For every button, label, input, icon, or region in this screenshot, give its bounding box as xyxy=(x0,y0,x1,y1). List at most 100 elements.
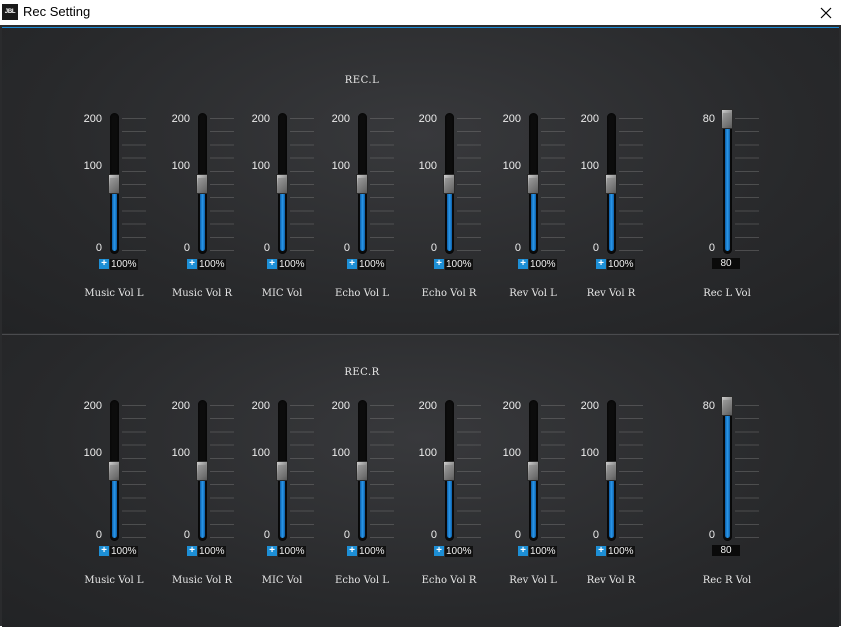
slider-fill xyxy=(531,470,536,538)
slider-track[interactable] xyxy=(723,400,732,541)
slider-thumb[interactable] xyxy=(356,461,368,481)
percent-readout: +100% xyxy=(267,545,306,557)
channel-slider[interactable]: 200 100 0 +100% Echo Vol L xyxy=(322,112,402,312)
plus-icon[interactable]: + xyxy=(596,259,606,269)
slider-fill xyxy=(200,183,205,251)
slider-fill xyxy=(360,470,365,538)
slider-thumb[interactable] xyxy=(276,461,288,481)
slider-thumb[interactable] xyxy=(605,461,617,481)
master-volume-slider[interactable]: 80 0 80 Rec L Vol xyxy=(687,109,767,312)
channel-slider[interactable]: 200 100 0 +100% Echo Vol R xyxy=(409,399,489,599)
percent-value: 100% xyxy=(529,545,557,557)
percent-value: 100% xyxy=(607,545,635,557)
plus-icon[interactable]: + xyxy=(347,259,357,269)
channel-slider[interactable]: 200 100 0 +100% Music Vol L xyxy=(74,112,154,312)
slider-thumb[interactable] xyxy=(196,174,208,194)
channel-label: Rev Vol R xyxy=(586,575,636,586)
plus-icon[interactable]: + xyxy=(518,546,528,556)
scale-label: 100 xyxy=(418,447,437,459)
slider-thumb[interactable] xyxy=(276,174,288,194)
scale-label: 100 xyxy=(580,160,599,172)
slider-fill xyxy=(280,470,285,538)
channel-label: Rev Vol R xyxy=(586,288,636,299)
channel-label: Echo Vol R xyxy=(421,288,477,299)
slider-ticks xyxy=(457,118,481,251)
close-button[interactable] xyxy=(811,0,841,25)
slider-track[interactable] xyxy=(723,113,732,254)
slider-thumb[interactable] xyxy=(196,461,208,481)
percent-readout: +100% xyxy=(267,258,306,270)
app-logo-icon: JBL xyxy=(2,4,18,20)
slider-ticks xyxy=(619,118,643,251)
slider-fill xyxy=(112,470,117,538)
scale-label: 200 xyxy=(171,400,190,412)
channel-slider[interactable]: 200 100 0 +100% Echo Vol L xyxy=(322,399,402,599)
channel-slider[interactable]: 200 100 0 +100% Echo Vol R xyxy=(409,112,489,312)
percent-value: 100% xyxy=(198,258,226,270)
plus-icon[interactable]: + xyxy=(518,259,528,269)
channel-slider[interactable]: 200 100 0 +100% MIC Vol xyxy=(242,399,322,599)
scale-label: 200 xyxy=(171,113,190,125)
master-value-display: 80 xyxy=(712,258,740,269)
channel-label: Music Vol L xyxy=(84,288,144,299)
channel-slider[interactable]: 200 100 0 +100% Rev Vol R xyxy=(571,399,651,599)
plus-icon[interactable]: + xyxy=(99,259,109,269)
slider-thumb[interactable] xyxy=(527,461,539,481)
slider-thumb[interactable] xyxy=(443,174,455,194)
channel-slider[interactable]: 200 100 0 +100% Music Vol L xyxy=(74,399,154,599)
slider-fill xyxy=(112,183,117,251)
plus-icon[interactable]: + xyxy=(267,259,277,269)
plus-icon[interactable]: + xyxy=(347,546,357,556)
slider-ticks xyxy=(457,405,481,538)
slider-fill xyxy=(609,183,614,251)
slider-ticks xyxy=(541,118,565,251)
scale-label: 200 xyxy=(251,113,270,125)
slider-thumb[interactable] xyxy=(356,174,368,194)
slider-thumb[interactable] xyxy=(527,174,539,194)
slider-thumb[interactable] xyxy=(108,461,120,481)
plus-icon[interactable]: + xyxy=(434,259,444,269)
slider-thumb[interactable] xyxy=(721,109,733,129)
master-value-display: 80 xyxy=(712,545,740,556)
channel-label: Rev Vol L xyxy=(509,288,557,299)
percent-readout: +100% xyxy=(99,258,138,270)
section-title-rec-r: REC.R xyxy=(344,367,380,378)
channel-slider[interactable]: 200 100 0 +100% Rev Vol L xyxy=(493,112,573,312)
channel-slider[interactable]: 200 100 0 +100% MIC Vol xyxy=(242,112,322,312)
plus-icon[interactable]: + xyxy=(187,259,197,269)
scale-label: 100 xyxy=(418,160,437,172)
master-volume-slider[interactable]: 80 0 80 Rec R Vol xyxy=(687,396,767,599)
percent-value: 100% xyxy=(358,545,386,557)
channel-label: Echo Vol L xyxy=(335,575,389,586)
channel-slider[interactable]: 200 100 0 +100% Rev Vol R xyxy=(571,112,651,312)
rec-left-panel: REC.L 200 100 0 +100% Music Vol L 200 100 0 +100… xyxy=(2,27,839,333)
plus-icon[interactable]: + xyxy=(187,546,197,556)
channel-slider[interactable]: 200 100 0 +100% Rev Vol L xyxy=(493,399,573,599)
slider-thumb[interactable] xyxy=(108,174,120,194)
channel-label: MIC Vol xyxy=(261,288,303,299)
slider-ticks xyxy=(735,405,759,538)
master-label: Rec R Vol xyxy=(702,575,752,586)
slider-ticks xyxy=(210,405,234,538)
percent-readout: +100% xyxy=(187,545,226,557)
plus-icon[interactable]: + xyxy=(596,546,606,556)
scale-label: 0 xyxy=(708,529,715,541)
slider-fill xyxy=(531,183,536,251)
plus-icon[interactable]: + xyxy=(434,546,444,556)
channel-slider[interactable]: 200 100 0 +100% Music Vol R xyxy=(162,112,242,312)
slider-thumb[interactable] xyxy=(721,396,733,416)
plus-icon[interactable]: + xyxy=(99,546,109,556)
scale-label: 100 xyxy=(171,447,190,459)
slider-thumb[interactable] xyxy=(443,461,455,481)
slider-thumb[interactable] xyxy=(605,174,617,194)
section-title-rec-l: REC.L xyxy=(344,75,380,86)
scale-label: 200 xyxy=(502,400,521,412)
scale-label: 200 xyxy=(331,113,350,125)
plus-icon[interactable]: + xyxy=(267,546,277,556)
scale-label: 200 xyxy=(580,400,599,412)
slider-fill xyxy=(360,183,365,251)
scale-label: 0 xyxy=(430,529,437,541)
scale-label: 100 xyxy=(251,447,270,459)
channel-slider[interactable]: 200 100 0 +100% Music Vol R xyxy=(162,399,242,599)
channel-label: Echo Vol R xyxy=(421,575,477,586)
